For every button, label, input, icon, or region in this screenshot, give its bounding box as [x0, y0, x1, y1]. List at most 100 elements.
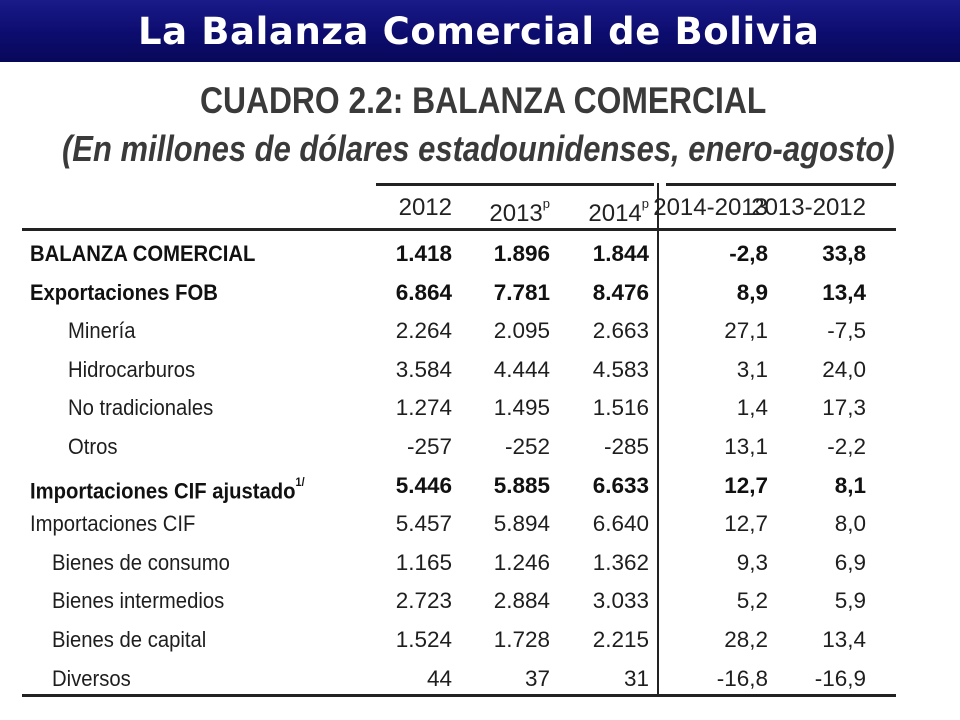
table-cell: 33,8	[822, 241, 866, 266]
table-cell: 27,1	[724, 318, 768, 344]
row-label: Minería	[68, 313, 136, 349]
table-cell: 2.264	[395, 318, 452, 344]
row-label: No tradicionales	[68, 390, 213, 426]
table-row: BALANZA COMERCIAL 1.418 1.896 1.844 -2,8 33,8	[0, 236, 960, 272]
row-label-text: Importaciones CIF ajustado	[30, 478, 296, 504]
table-cell: 1.418	[395, 241, 452, 266]
row-label: Bienes de consumo	[52, 545, 230, 581]
table-cell: 4.444	[493, 356, 550, 382]
table-cell: 1.246	[493, 549, 550, 575]
table-cell: 13,4	[822, 627, 866, 652]
row-label: Bienes de capital	[52, 622, 206, 658]
table-row: Diversos 44 37 31 -16,8 -16,9	[0, 661, 960, 697]
table-cell: 5.446	[395, 472, 452, 498]
table-cell: 2.095	[493, 318, 550, 344]
table-cell: 12,7	[724, 472, 768, 498]
table-cell: 2.215	[592, 627, 649, 652]
table-cell: 1.516	[592, 395, 649, 421]
row-label-text: Hidrocarburos	[68, 356, 196, 382]
column-header-superscript: p	[641, 196, 649, 211]
table-cell: 28,2	[724, 627, 768, 652]
table-cell: 6.640	[592, 511, 649, 537]
header-top-rule-levels	[376, 183, 654, 186]
table-cell: 6.633	[592, 472, 649, 498]
table-cell: -252	[504, 434, 550, 459]
table-cell: 3.584	[395, 356, 452, 382]
row-label-text: Importaciones CIF	[30, 511, 196, 537]
table-row: Minería 2.264 2.095 2.663 27,1 -7,5	[0, 313, 960, 349]
table-cell: 6.864	[395, 279, 452, 305]
table-cell: 3,1	[736, 356, 768, 382]
table-row: Bienes de consumo 1.165 1.246 1.362 9,3 6,9	[0, 545, 960, 581]
column-header-label: 2014-2013	[653, 194, 768, 221]
table-cell: 1.728	[493, 627, 550, 652]
table-cell: 2.723	[395, 588, 452, 614]
table-cell: 7.781	[493, 279, 550, 305]
table-cell: 17,3	[822, 395, 866, 421]
table-cell: 24,0	[822, 356, 866, 382]
row-label-text: BALANZA COMERCIAL	[30, 241, 256, 266]
table-cell: 1.165	[395, 549, 452, 575]
table-cell: 37	[524, 665, 550, 691]
row-label: BALANZA COMERCIAL	[30, 236, 255, 272]
table-cell: -2,2	[827, 434, 866, 459]
table-caption-units: (En millones de dólares estadounidenses,…	[62, 128, 895, 169]
column-header-label: 2012	[398, 194, 452, 221]
table-row: Otros -257 -252 -285 13,1 -2,2	[0, 429, 960, 465]
table-cell: 2.884	[493, 588, 550, 614]
table-cell: -16,9	[814, 665, 866, 691]
column-header-label: 2014	[588, 200, 642, 227]
table-cell: 8,0	[834, 511, 866, 537]
row-label: Bienes intermedios	[52, 583, 224, 619]
table-cell: -2,8	[729, 241, 768, 266]
table-cell: -257	[406, 434, 452, 459]
row-label: Importaciones CIF	[30, 506, 195, 542]
table-cell: 13,1	[724, 434, 768, 459]
table-row: Importaciones CIF 5.457 5.894 6.640 12,7 8,0	[0, 506, 960, 542]
column-header: 2013-2012	[746, 190, 866, 226]
table-cell: 1.844	[592, 241, 649, 266]
table-cell: 8,9	[736, 279, 768, 305]
column-header-superscript: p	[542, 196, 550, 211]
row-label-text: No tradicionales	[68, 395, 214, 421]
row-label: Hidrocarburos	[68, 352, 195, 388]
table-cell: 12,7	[724, 511, 768, 537]
table-cell: 5.457	[395, 511, 452, 537]
table-cell: 3.033	[592, 588, 649, 614]
table-row: Hidrocarburos 3.584 4.444 4.583 3,1 24,0	[0, 352, 960, 388]
table-cell: 8.476	[592, 279, 649, 305]
table-cell: 4.583	[592, 356, 649, 382]
table-cell: 6,9	[834, 549, 866, 575]
header-top-rule-changes	[666, 183, 896, 186]
table-cell: 5,2	[736, 588, 768, 614]
table-row: Bienes de capital 1.524 1.728 2.215 28,2 13,4	[0, 622, 960, 658]
row-label-text: Diversos	[52, 665, 131, 691]
table-bottom-rule	[22, 694, 896, 697]
table-cell: 2.663	[592, 318, 649, 344]
table-row: Bienes intermedios 2.723 2.884 3.033 5,2 5,9	[0, 583, 960, 619]
column-header: 2014p	[529, 190, 649, 227]
table-cell: 1.896	[493, 241, 550, 266]
table-row: Exportaciones FOB 6.864 7.781 8.476 8,9 13,4	[0, 275, 960, 311]
table-cell: 44	[426, 665, 452, 691]
column-header: 2012	[332, 190, 452, 226]
row-label-text: Exportaciones FOB	[30, 279, 218, 305]
table-cell: 1.274	[395, 395, 452, 421]
row-label-text: Bienes intermedios	[52, 588, 225, 614]
footnote-marker: 1/	[295, 474, 305, 489]
column-group-divider	[657, 183, 659, 696]
table-cell: 9,3	[736, 549, 768, 575]
table-cell: 5.894	[493, 511, 550, 537]
table-caption-title: CUADRO 2.2: BALANZA COMERCIAL	[200, 80, 767, 121]
table-cell: -7,5	[827, 318, 866, 344]
slide-title: La Balanza Comercial de Bolivia	[138, 10, 820, 53]
table-cell: 1.495	[493, 395, 550, 421]
row-label: Otros	[68, 429, 118, 465]
table-cell: 1.362	[592, 549, 649, 575]
table-row: No tradicionales 1.274 1.495 1.516 1,4 17,3	[0, 390, 960, 426]
table-cell: 5,9	[834, 588, 866, 614]
table-cell: -16,8	[716, 665, 768, 691]
column-header: 2014-2013	[648, 190, 768, 226]
table-cell: 13,4	[822, 279, 866, 305]
table-cell: 1,4	[736, 395, 768, 421]
